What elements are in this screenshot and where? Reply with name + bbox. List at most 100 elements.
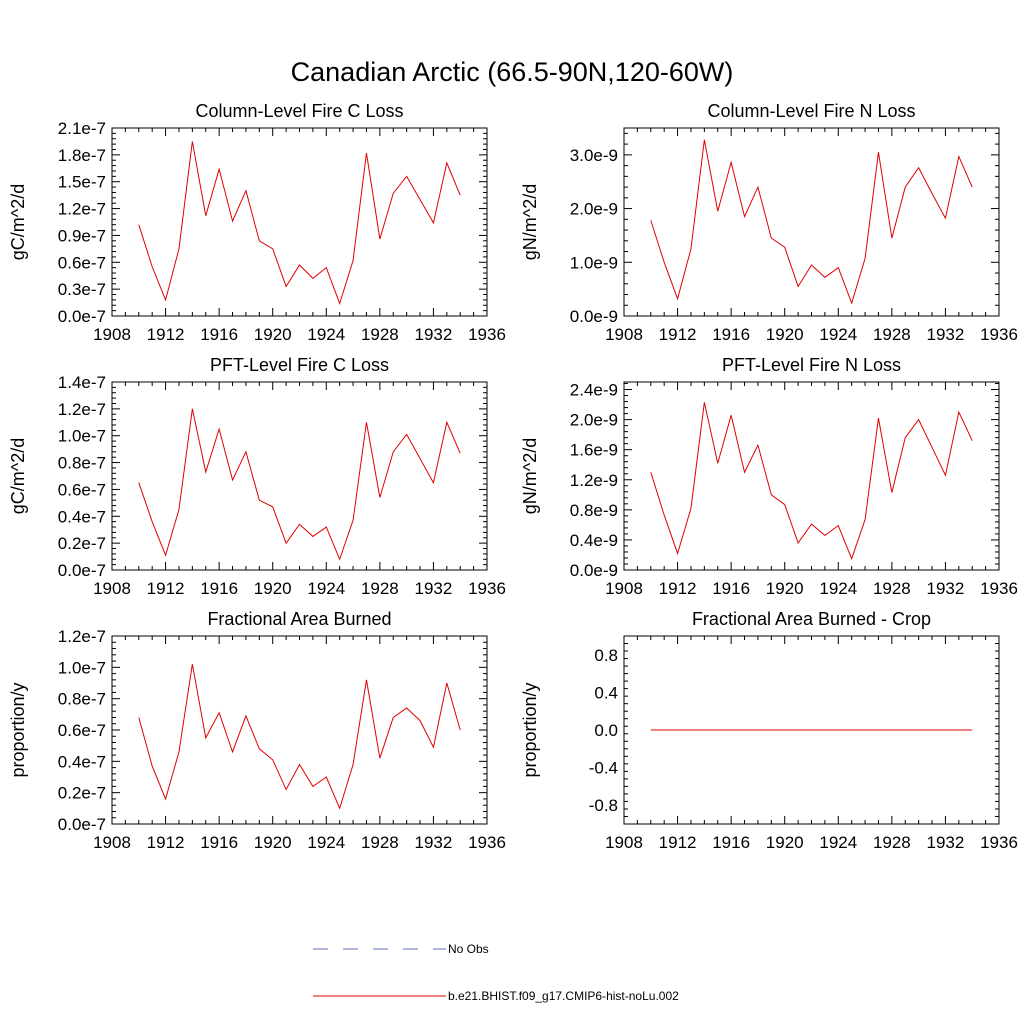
x-tick-label: 1928 [873,579,911,598]
y-tick-label: 0.2e-7 [58,534,106,553]
y-tick-label: 0.9e-7 [58,226,106,245]
x-tick-label: 1936 [980,325,1018,344]
legend-label-1: No Obs [448,942,489,956]
x-tick-label: 1912 [147,833,185,852]
y-tick-label: 0.8e-7 [58,690,106,709]
plot-frame [111,381,488,571]
y-tick-label: 0.8 [594,646,618,665]
x-tick-label: 1924 [307,325,345,344]
x-tick-label: 1920 [766,325,804,344]
y-tick-label: 0.6e-7 [58,480,106,499]
y-tick-label: 1.6e-9 [570,441,618,460]
y-tick-label: 0.3e-7 [58,280,106,299]
x-tick-label: 1932 [927,579,965,598]
y-tick-label: 0.0 [594,721,618,740]
y-tick-label: 0.0e-7 [58,307,106,326]
series-line-1 [650,139,973,305]
panel-title: Column-Level Fire N Loss [707,101,915,121]
legend: No Obs b.e21.BHIST.f09_g17.CMIP6-hist-noL… [313,942,679,1003]
y-tick-label: 1.0e-7 [58,427,106,446]
x-tick-label: 1928 [873,325,911,344]
x-tick-label: 1928 [361,579,399,598]
y-tick-label: 0.0e-9 [570,307,618,326]
panel-title: Column-Level Fire C Loss [195,101,403,121]
y-tick-label: 3.0e-9 [570,146,618,165]
x-tick-label: 1936 [980,579,1018,598]
y-axis-label: proportion/y [520,682,540,777]
panel-title: PFT-Level Fire C Loss [210,355,389,375]
panel-title: Fractional Area Burned - Crop [692,609,931,629]
x-tick-label: 1936 [468,833,506,852]
x-tick-label: 1912 [659,325,697,344]
y-tick-label: 0.2e-7 [58,784,106,803]
panel-5: Fractional Area Burned proportion/y 1908 19… [8,609,506,852]
x-tick-label: 1932 [415,579,453,598]
y-axis-label: gC/m^2/d [8,438,28,514]
x-tick-label: 1912 [147,325,185,344]
x-tick-label: 1920 [254,325,292,344]
panel-2: Column-Level Fire N Loss gN/m^2/d 1908 1912… [520,101,1018,344]
y-tick-label: 1.4e-7 [58,373,106,392]
panel-title: PFT-Level Fire N Loss [722,355,901,375]
x-tick-label: 1908 [93,833,131,852]
x-tick-label: 1932 [415,833,453,852]
y-tick-label: 0.8e-7 [58,454,106,473]
y-tick-label: 0.4e-7 [58,507,106,526]
y-tick-label: -0.8 [589,796,618,815]
x-tick-label: 1924 [819,325,857,344]
y-tick-label: 1.5e-7 [58,173,106,192]
y-tick-label: 2.1e-7 [58,119,106,138]
x-tick-label: 1912 [659,833,697,852]
x-tick-label: 1920 [254,579,292,598]
legend-label-2: b.e21.BHIST.f09_g17.CMIP6-hist-noLu.002 [448,989,679,1003]
y-tick-label: 0.8e-9 [570,501,618,520]
y-tick-label: 1.0e-7 [58,658,106,677]
series-line-1 [138,141,461,306]
y-tick-label: -0.4 [589,759,618,778]
x-tick-label: 1916 [712,579,750,598]
y-axis-label: gC/m^2/d [8,184,28,260]
panel-title: Fractional Area Burned [207,609,391,629]
panel-4: PFT-Level Fire N Loss gN/m^2/d 1908 1912 191… [520,355,1018,598]
x-tick-label: 1928 [361,833,399,852]
y-tick-label: 0.0e-9 [570,561,618,580]
y-tick-label: 0.4e-7 [58,752,106,771]
figure-title: Canadian Arctic (66.5-90N,120-60W) [291,57,734,87]
y-tick-label: 2.0e-9 [570,200,618,219]
x-tick-label: 1924 [307,579,345,598]
y-tick-label: 1.8e-7 [58,146,106,165]
x-tick-label: 1936 [468,325,506,344]
y-tick-label: 1.0e-9 [570,253,618,272]
x-tick-label: 1932 [927,325,965,344]
x-tick-label: 1924 [819,579,857,598]
series-line-1 [138,664,461,810]
y-tick-label: 0.6e-7 [58,721,106,740]
x-tick-label: 1916 [712,325,750,344]
y-tick-label: 1.2e-9 [570,471,618,490]
panels: Column-Level Fire C Loss gC/m^2/d 1908 1912… [8,101,1018,852]
y-tick-label: 0.4e-9 [570,531,618,550]
y-tick-label: 0.4 [594,683,618,702]
y-axis-label: gN/m^2/d [520,438,540,514]
x-tick-label: 1920 [766,833,804,852]
x-tick-label: 1928 [361,325,399,344]
x-tick-label: 1908 [93,325,131,344]
x-tick-label: 1916 [200,579,238,598]
x-tick-label: 1924 [819,833,857,852]
y-tick-label: 2.0e-9 [570,411,618,430]
x-tick-label: 1912 [659,579,697,598]
y-axis-label: proportion/y [8,682,28,777]
y-tick-label: 0.0e-7 [58,561,106,580]
x-tick-label: 1936 [468,579,506,598]
panel-1: Column-Level Fire C Loss gC/m^2/d 1908 1912… [8,101,506,344]
y-tick-label: 0.6e-7 [58,253,106,272]
x-tick-label: 1928 [873,833,911,852]
x-tick-label: 1916 [712,833,750,852]
plot-frame [623,381,1000,571]
panel-3: PFT-Level Fire C Loss gC/m^2/d 1908 1912 191… [8,355,506,598]
x-tick-label: 1908 [605,325,643,344]
x-tick-label: 1908 [605,833,643,852]
y-tick-label: 1.2e-7 [58,627,106,646]
x-tick-label: 1932 [415,325,453,344]
